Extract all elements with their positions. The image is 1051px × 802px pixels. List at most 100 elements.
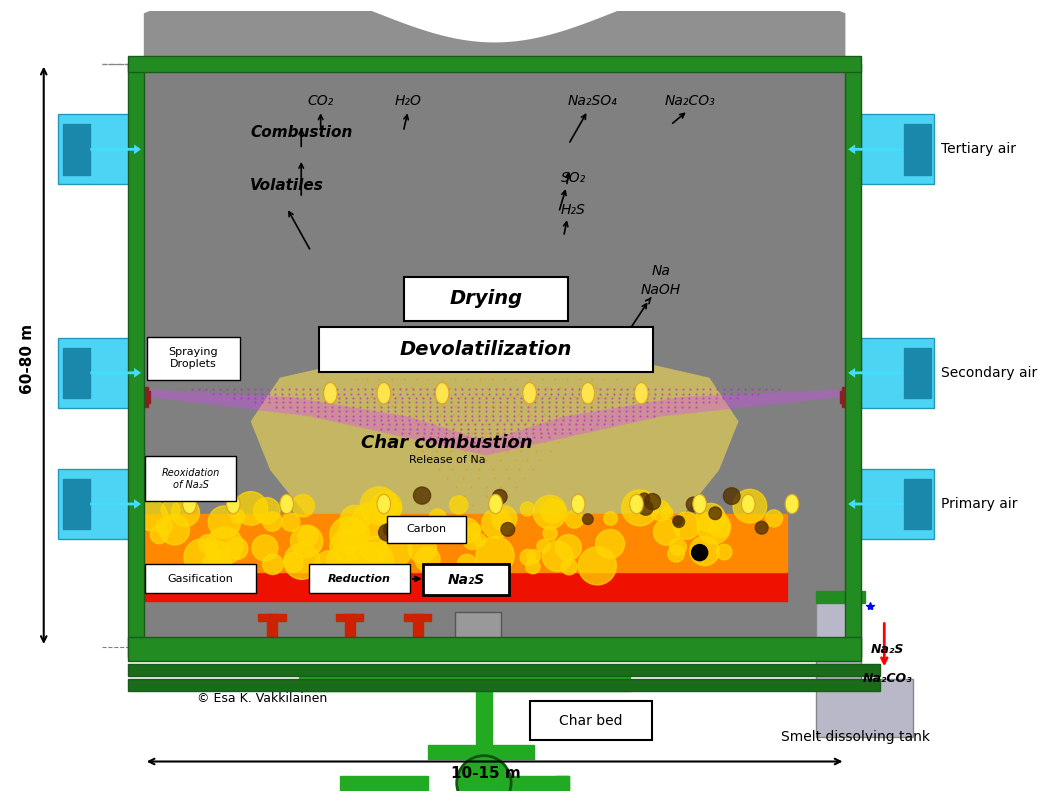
Circle shape xyxy=(654,519,680,545)
Circle shape xyxy=(492,506,517,531)
Bar xyxy=(128,64,144,657)
Text: Carbon: Carbon xyxy=(407,525,447,534)
Ellipse shape xyxy=(226,494,240,514)
Circle shape xyxy=(717,545,731,560)
Text: Na₂SO₄: Na₂SO₄ xyxy=(568,94,618,107)
Circle shape xyxy=(756,521,768,534)
Circle shape xyxy=(137,500,167,531)
Circle shape xyxy=(543,526,557,541)
Circle shape xyxy=(352,504,388,540)
Circle shape xyxy=(284,543,320,579)
Bar xyxy=(904,479,931,529)
Circle shape xyxy=(413,487,431,504)
Circle shape xyxy=(556,535,581,561)
Circle shape xyxy=(253,497,280,524)
Circle shape xyxy=(370,492,401,523)
Circle shape xyxy=(455,518,479,543)
Ellipse shape xyxy=(635,383,648,404)
Bar xyxy=(471,614,481,645)
Circle shape xyxy=(207,541,230,565)
Circle shape xyxy=(378,525,395,541)
Ellipse shape xyxy=(324,383,337,404)
Text: NaOH: NaOH xyxy=(641,283,681,298)
Text: Release of Na: Release of Na xyxy=(409,456,486,465)
FancyBboxPatch shape xyxy=(309,565,410,593)
Circle shape xyxy=(347,541,384,578)
Text: Char combustion: Char combustion xyxy=(362,434,533,452)
Text: Na₂S: Na₂S xyxy=(870,643,904,656)
Circle shape xyxy=(661,507,673,519)
FancyBboxPatch shape xyxy=(145,456,236,501)
Circle shape xyxy=(667,545,684,562)
Bar xyxy=(115,391,149,403)
Circle shape xyxy=(537,540,551,553)
Bar xyxy=(842,387,849,407)
Circle shape xyxy=(651,500,671,520)
Circle shape xyxy=(765,510,782,527)
Circle shape xyxy=(603,512,617,525)
Circle shape xyxy=(150,526,168,544)
Circle shape xyxy=(697,511,730,544)
Circle shape xyxy=(709,507,722,520)
Ellipse shape xyxy=(693,494,706,514)
Polygon shape xyxy=(251,338,739,519)
Circle shape xyxy=(527,549,540,563)
Circle shape xyxy=(501,522,515,537)
Circle shape xyxy=(481,508,511,538)
Bar xyxy=(58,338,131,407)
Ellipse shape xyxy=(741,494,755,514)
Ellipse shape xyxy=(377,383,391,404)
Circle shape xyxy=(408,535,436,563)
Ellipse shape xyxy=(280,494,293,514)
Bar xyxy=(300,677,630,691)
Circle shape xyxy=(723,488,740,504)
Circle shape xyxy=(341,505,370,535)
Bar xyxy=(840,391,874,403)
Text: Gasification: Gasification xyxy=(167,573,233,584)
FancyBboxPatch shape xyxy=(147,337,240,379)
Text: Volatiles: Volatiles xyxy=(250,178,324,193)
Circle shape xyxy=(476,537,514,574)
Circle shape xyxy=(338,519,369,550)
Circle shape xyxy=(161,500,180,519)
Circle shape xyxy=(686,497,701,512)
Circle shape xyxy=(708,516,729,537)
Circle shape xyxy=(561,559,577,575)
Bar xyxy=(861,338,934,407)
Ellipse shape xyxy=(572,494,585,514)
Circle shape xyxy=(673,516,684,528)
Text: Spraying
Droplets: Spraying Droplets xyxy=(168,347,219,369)
Bar xyxy=(336,614,364,621)
Circle shape xyxy=(669,538,686,555)
Bar xyxy=(341,776,428,790)
Ellipse shape xyxy=(522,383,536,404)
Bar xyxy=(63,124,90,175)
Text: H₂O: H₂O xyxy=(395,94,421,107)
Circle shape xyxy=(263,554,283,574)
Bar xyxy=(455,612,501,639)
Text: Tertiary air: Tertiary air xyxy=(941,142,1015,156)
Circle shape xyxy=(582,514,593,525)
Circle shape xyxy=(156,518,172,535)
Circle shape xyxy=(542,541,573,571)
Bar xyxy=(144,642,845,647)
Bar xyxy=(128,664,881,676)
Bar xyxy=(904,347,931,398)
Bar xyxy=(511,776,570,790)
Text: Na: Na xyxy=(652,264,671,277)
Bar xyxy=(336,638,364,645)
Circle shape xyxy=(639,493,650,504)
Text: Drying: Drying xyxy=(449,290,522,309)
Circle shape xyxy=(252,535,277,561)
Text: CO₂: CO₂ xyxy=(308,94,334,107)
Circle shape xyxy=(673,516,682,525)
Polygon shape xyxy=(817,591,913,737)
Circle shape xyxy=(327,546,356,576)
Bar xyxy=(128,679,881,691)
Circle shape xyxy=(384,523,397,537)
Bar xyxy=(556,776,570,802)
Circle shape xyxy=(358,542,393,577)
Circle shape xyxy=(565,510,583,529)
Circle shape xyxy=(386,500,401,516)
Ellipse shape xyxy=(435,383,449,404)
